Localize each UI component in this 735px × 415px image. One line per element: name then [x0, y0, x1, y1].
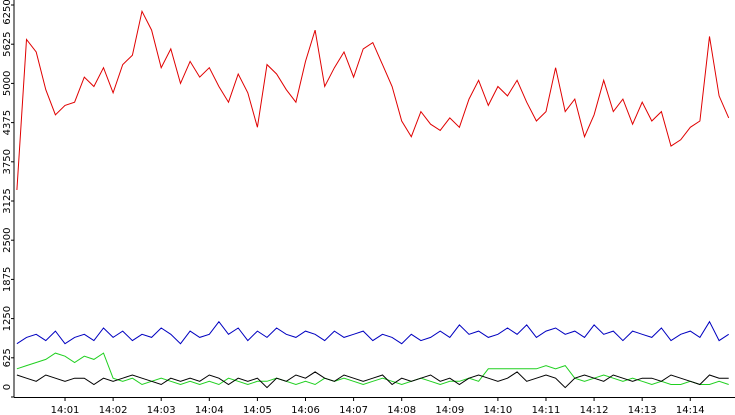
x-tick-label: 14:09 [435, 405, 464, 415]
y-tick-label: 1250 [2, 306, 13, 331]
y-tick-label: 3750 [2, 149, 13, 174]
y-tick-label: 4375 [2, 110, 13, 135]
y-tick-label: 2500 [2, 227, 13, 252]
x-tick-label: 14:08 [387, 405, 416, 415]
x-tick-label: 14:02 [99, 405, 128, 415]
x-tick-label: 14:07 [339, 405, 368, 415]
series-line [16, 9, 730, 191]
series-line [16, 352, 729, 386]
y-tick-label: 5000 [2, 71, 13, 96]
x-tick-label: 14:04 [195, 405, 224, 415]
series-line [16, 371, 729, 389]
x-tick-label: 14:01 [51, 405, 80, 415]
y-tick-label: 5625 [2, 31, 13, 56]
y-tick-label: 6250 [2, 0, 13, 25]
series-line [16, 320, 729, 345]
x-tick-label: 14:10 [483, 405, 512, 415]
y-tick-label: 3125 [2, 188, 13, 213]
y-tick-label: 0 [2, 384, 13, 390]
x-tick-label: 14:12 [580, 405, 609, 415]
y-tick-label: 625 [2, 348, 13, 367]
x-tick-label: 14:14 [676, 405, 705, 415]
x-tick-label: 14:11 [532, 405, 561, 415]
x-tick-label: 14:06 [291, 405, 320, 415]
y-tick-label: 1875 [2, 267, 13, 292]
x-tick-label: 14:05 [243, 405, 272, 415]
x-tick-label: 14:13 [628, 405, 657, 415]
x-tick-label: 14:03 [147, 405, 176, 415]
